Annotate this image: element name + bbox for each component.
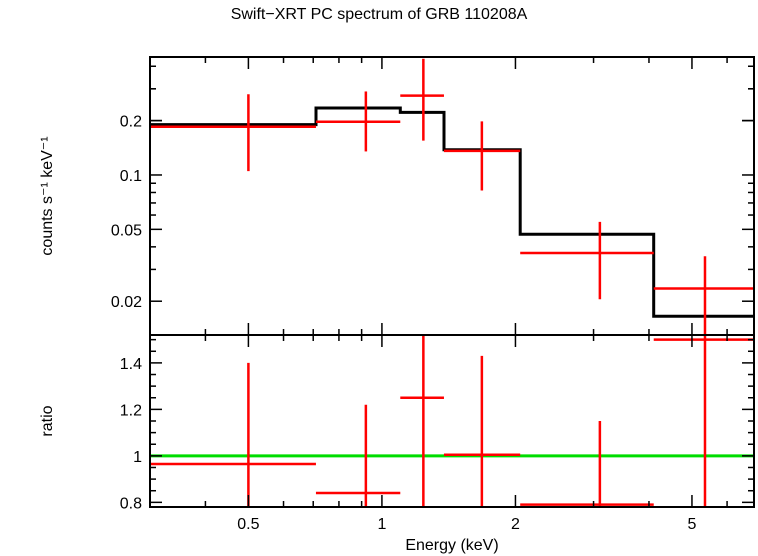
y-tick-label-ratio: 1.4 bbox=[120, 356, 142, 373]
x-tick-label: 1 bbox=[377, 516, 386, 533]
model-step-line bbox=[150, 106, 754, 318]
x-tick-label: 5 bbox=[688, 516, 697, 533]
labels-layer: 0.5 1 2 5 0.02 0.05 0.1 0.2 0.8 1 1.2 1.4 Energy (ke… bbox=[39, 114, 697, 554]
chart-title: Swift−XRT PC spectrum of GRB 110208A bbox=[230, 6, 528, 23]
y-tick-label-ratio: 1 bbox=[133, 449, 142, 466]
y-axis-label-spectrum: counts s⁻¹ keV⁻¹ bbox=[39, 136, 56, 255]
y-tick-label-top: 0.05 bbox=[111, 222, 142, 239]
x-tick-label: 0.5 bbox=[237, 516, 259, 533]
x-tick-label: 2 bbox=[511, 516, 520, 533]
y-axis-label-ratio: ratio bbox=[39, 405, 56, 436]
x-axis-label: Energy (keV) bbox=[405, 537, 498, 554]
axes-layer bbox=[149, 56, 755, 508]
plot-frame bbox=[149, 56, 755, 508]
ratio-data-layer bbox=[150, 335, 754, 507]
y-tick-label-ratio: 1.2 bbox=[120, 402, 142, 419]
y-tick-label-top: 0.2 bbox=[120, 114, 142, 131]
y-tick-label-ratio: 0.8 bbox=[120, 495, 142, 512]
y-tick-label-top: 0.1 bbox=[120, 168, 142, 185]
spectrum-data-layer bbox=[150, 58, 754, 335]
y-tick-label-top: 0.02 bbox=[111, 294, 142, 311]
